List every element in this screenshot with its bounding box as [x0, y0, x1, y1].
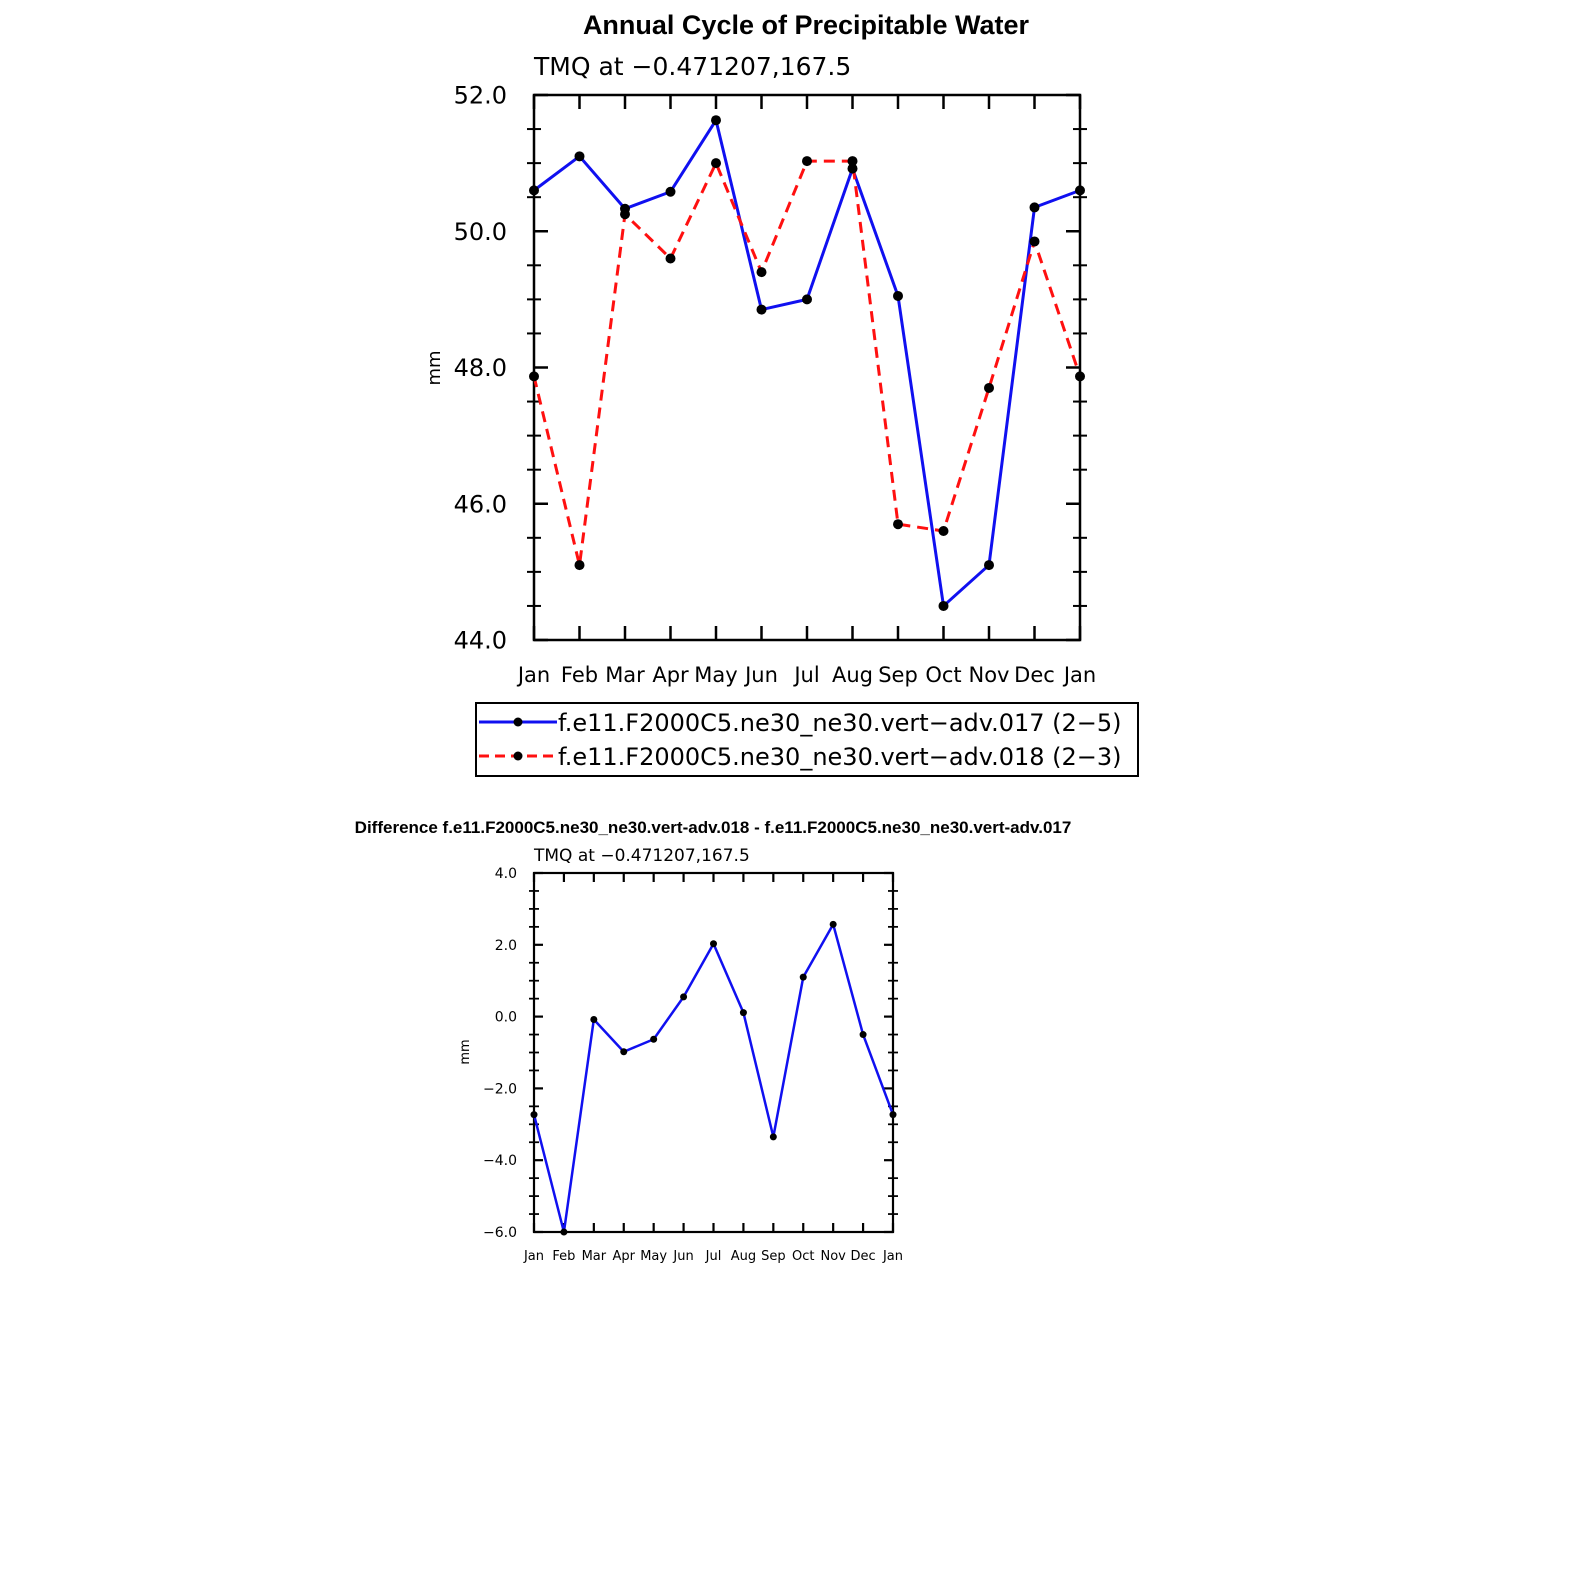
chart2-ytick-label: 0.0: [495, 1010, 517, 1026]
chart2-xtick-label: Sep: [761, 1249, 786, 1264]
chart1-point-1: [756, 267, 767, 278]
chart2-point-0: [650, 1035, 658, 1043]
chart1-xtick-label: May: [694, 663, 737, 687]
chart1-xtick-label: Apr: [652, 663, 689, 687]
chart1-point-1: [893, 519, 903, 530]
chart2-xtick-label: Jul: [705, 1249, 722, 1264]
chart2-title: Difference f.e11.F2000C5.ne30_ne30.vert-…: [355, 818, 1072, 837]
chart2-point-0: [560, 1228, 568, 1236]
chart2-xtick-label: Apr: [613, 1249, 636, 1264]
chart2-frame: [532, 871, 895, 1234]
chart2-xtick-label: Oct: [792, 1249, 814, 1264]
chart1-point-1: [802, 156, 812, 167]
chart2-subtitle: TMQ at −0.471207,167.5: [533, 846, 750, 866]
chart1-xtick-label: Dec: [1014, 663, 1055, 687]
chart2-plot: Jan Feb Mar Apr May Jun Jul Aug Sep Oct Nov Dec Jan−…: [483, 866, 903, 1264]
chart1-xtick-label: Jul: [792, 663, 819, 687]
chart2-point-0: [769, 1133, 777, 1141]
chart2-xtick-label: Jun: [672, 1249, 693, 1264]
chart1-ytick-label: 52.0: [454, 82, 507, 110]
legend-marker-017: [513, 717, 523, 727]
chart2-xtick-label: Nov: [820, 1249, 846, 1264]
chart1-point-1: [711, 158, 721, 169]
chart1-point-1: [984, 382, 994, 393]
chart1-point-1: [529, 371, 539, 382]
chart1-ytick-label: 48.0: [454, 354, 507, 382]
chart1-point-0: [711, 115, 721, 126]
chart1-point-1: [665, 253, 676, 264]
chart1-xtick-label: Jan: [516, 663, 550, 687]
chart1-legend: f.e11.F2000C5.ne30_ne30.vert−adv.017 (2−…: [475, 702, 1139, 777]
chart2-xtick-label: Mar: [582, 1249, 607, 1264]
chart2-ytick-label: 2.0: [495, 938, 517, 954]
chart2-point-0: [829, 920, 837, 928]
chart1-point-1: [1075, 371, 1085, 382]
chart2-xtick-label: Jan: [523, 1249, 544, 1264]
legend-marker-018: [513, 751, 523, 761]
chart1-title: Annual Cycle of Precipitable Water: [583, 10, 1030, 40]
chart1-xtick-label: Mar: [605, 663, 645, 687]
chart2-point-0: [620, 1048, 628, 1056]
chart1-point-0: [893, 290, 903, 301]
legend-label-018: f.e11.F2000C5.ne30_ne30.vert−adv.018 (2−…: [558, 743, 1122, 771]
chart1-point-1: [938, 526, 949, 536]
chart1-point-1: [574, 560, 585, 571]
chart1-xtick-label: Nov: [969, 663, 1010, 687]
chart1-xtick-label: Sep: [878, 663, 918, 687]
chart1-point-0: [847, 163, 858, 174]
chart2-series-line-0: [532, 923, 895, 1234]
chart1-point-0: [984, 560, 994, 571]
chart2-point-0: [799, 973, 807, 981]
chart2-point-0: [739, 1009, 747, 1017]
chart1-point-0: [802, 294, 812, 305]
chart1-xtick-label: Jun: [743, 663, 778, 687]
chart1-point-0: [1075, 185, 1085, 196]
chart1-point-0: [1029, 202, 1040, 213]
chart2-ytick-label: −4.0: [483, 1153, 517, 1169]
chart2-point-0: [859, 1031, 867, 1039]
chart2-ytick-label: −2.0: [483, 1081, 517, 1097]
chart2-point-0: [680, 993, 688, 1001]
chart1-ytick-label: 46.0: [454, 490, 507, 518]
chart2-ytick-label: 4.0: [495, 866, 517, 882]
chart1-ytick-label: 50.0: [454, 218, 507, 246]
chart2-point-0: [710, 940, 717, 948]
chart2-xtick-label: Dec: [851, 1249, 876, 1264]
chart1-point-1: [847, 156, 858, 167]
chart1-point-0: [756, 304, 767, 315]
legend-label-017: f.e11.F2000C5.ne30_ne30.vert−adv.017 (2−…: [558, 709, 1122, 737]
chart1-point-1: [620, 209, 630, 220]
chart1-ylabel: mm: [424, 350, 445, 385]
chart1-ytick-label: 44.0: [454, 627, 507, 655]
chart2-point-0: [889, 1111, 897, 1119]
chart1-point-0: [529, 185, 539, 196]
chart1-xtick-label: Oct: [925, 663, 961, 687]
chart1-point-0: [574, 151, 585, 162]
chart2-xtick-label: Jan: [882, 1249, 903, 1264]
chart1-point-0: [665, 186, 676, 197]
chart2-xtick-label: May: [640, 1249, 667, 1264]
chart2-ylabel: mm: [458, 1039, 473, 1064]
chart1-plot: Jan Feb Mar Apr May Jun Jul Aug Sep Oct Nov Dec Jan 4…: [454, 82, 1097, 687]
chart2-xtick-label: Aug: [731, 1249, 756, 1264]
chart2-point-0: [590, 1015, 598, 1023]
chart1-subtitle: TMQ at −0.471207,167.5: [533, 52, 851, 81]
chart2-ytick-label: −6.0: [483, 1225, 517, 1241]
chart1-xtick-label: Aug: [832, 663, 873, 687]
chart1-point-1: [1029, 236, 1040, 247]
chart1-point-0: [938, 600, 949, 611]
chart1-frame: [532, 93, 1082, 642]
chart2-point-0: [530, 1111, 538, 1119]
chart2-xtick-label: Feb: [552, 1249, 575, 1264]
chart1-xtick-label: Feb: [561, 663, 598, 687]
chart1-xtick-label: Jan: [1062, 663, 1096, 687]
legend-box: [475, 702, 1139, 777]
